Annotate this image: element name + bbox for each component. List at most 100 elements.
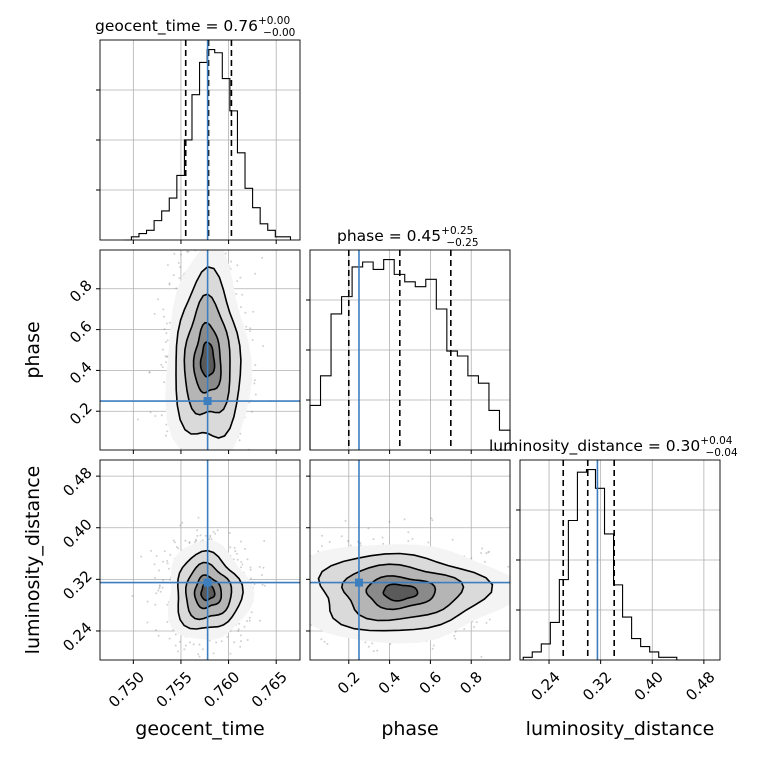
sample-point [180,253,182,256]
hist-panel-phase [306,249,511,454]
sample-point [204,534,207,537]
sample-point [161,560,164,563]
sample-point [241,293,244,296]
sample-point [168,282,171,285]
sample-point [240,640,242,643]
sample-point [251,410,254,413]
sample-point [197,653,200,656]
title-phase: phase = 0.45+0.25 −0.25 [337,225,479,249]
sample-point [164,355,167,358]
sample-point [253,382,256,385]
sample-point [167,567,170,570]
sample-point [163,328,166,331]
x-tick-label: 0.40 [631,668,667,704]
sample-point [214,532,217,535]
sample-point [371,642,374,645]
sample-point [153,563,156,566]
sample-point [239,452,241,454]
sample-point [320,638,323,641]
sample-point [201,648,204,651]
density-level [383,584,418,601]
sample-point [184,644,187,647]
x-tick-label: 0.48 [682,668,718,704]
sample-point [513,596,515,598]
sample-point [131,595,134,597]
sample-point [166,430,169,433]
sample-point [254,364,257,367]
contour-line [365,575,437,611]
sample-point [349,544,352,547]
sample-point [430,517,433,520]
sample-point [154,415,157,417]
sample-point [259,619,262,622]
y-tick-label: 0.4 [66,358,96,388]
sample-point [240,306,242,309]
sample-point [198,245,200,247]
y-tick-label: 0.48 [59,464,95,500]
x-tick-label: 0.24 [527,668,563,704]
sample-point [376,649,379,652]
sample-point [224,453,226,455]
sample-point [166,560,169,562]
sample-point [454,637,457,640]
sample-point [305,569,307,571]
sample-point [323,640,326,643]
sample-point [480,552,483,554]
sample-point [346,540,349,543]
sample-point [137,418,139,421]
histogram-bars [522,468,704,661]
sample-point [209,534,212,537]
xlabel-geocent-time: geocent_time [135,718,264,740]
sample-point [229,546,232,549]
sample-point [411,538,414,540]
sample-point [198,655,201,658]
sample-point [149,411,152,414]
sample-point [367,645,370,648]
sample-point [453,635,456,637]
sample-point [219,244,221,246]
sample-point [253,379,256,382]
sample-point [235,552,238,555]
sample-point [302,566,304,568]
sample-point [488,618,491,621]
sample-point [248,616,251,619]
sample-point [193,541,196,544]
sample-point [359,542,362,544]
sample-point [220,640,223,643]
sample-point [175,546,178,548]
contour-line [382,583,419,602]
sample-point [233,546,236,549]
sample-point [302,609,304,611]
axes-frame [99,249,301,451]
sample-point [224,252,227,255]
sample-point [160,414,163,417]
density-panel-phase-vs-luminosity-distance: 0.2 0.4 0.6 0.8 [297,459,515,698]
sample-point [205,456,207,458]
sample-point [237,628,240,631]
sample-point [261,256,264,259]
density-panel-geocent-time-vs-phase: 0.2 0.4 0.6 0.8 [66,244,301,458]
xlabel-luminosity-distance: luminosity_distance [526,718,715,740]
sample-point [308,623,310,625]
sample-point [243,625,246,628]
truth-marker [203,578,212,587]
hist-panel-geocent-time [96,39,301,244]
sample-point [146,600,149,603]
sample-point [240,561,243,563]
truth-marker [354,578,363,587]
sample-point [146,621,149,624]
sample-point [165,423,168,426]
sample-point [161,348,164,351]
y-tick-label: 0.40 [59,515,95,551]
sample-point [183,648,186,651]
sample-point [234,550,237,553]
sample-point [181,521,184,524]
sample-point [254,272,257,275]
sample-point [463,628,466,630]
sample-point [238,439,241,442]
truth-marker [203,397,212,406]
x-tick-label: 0.755 [153,668,196,711]
sample-point [192,643,195,646]
sample-point [297,676,299,678]
